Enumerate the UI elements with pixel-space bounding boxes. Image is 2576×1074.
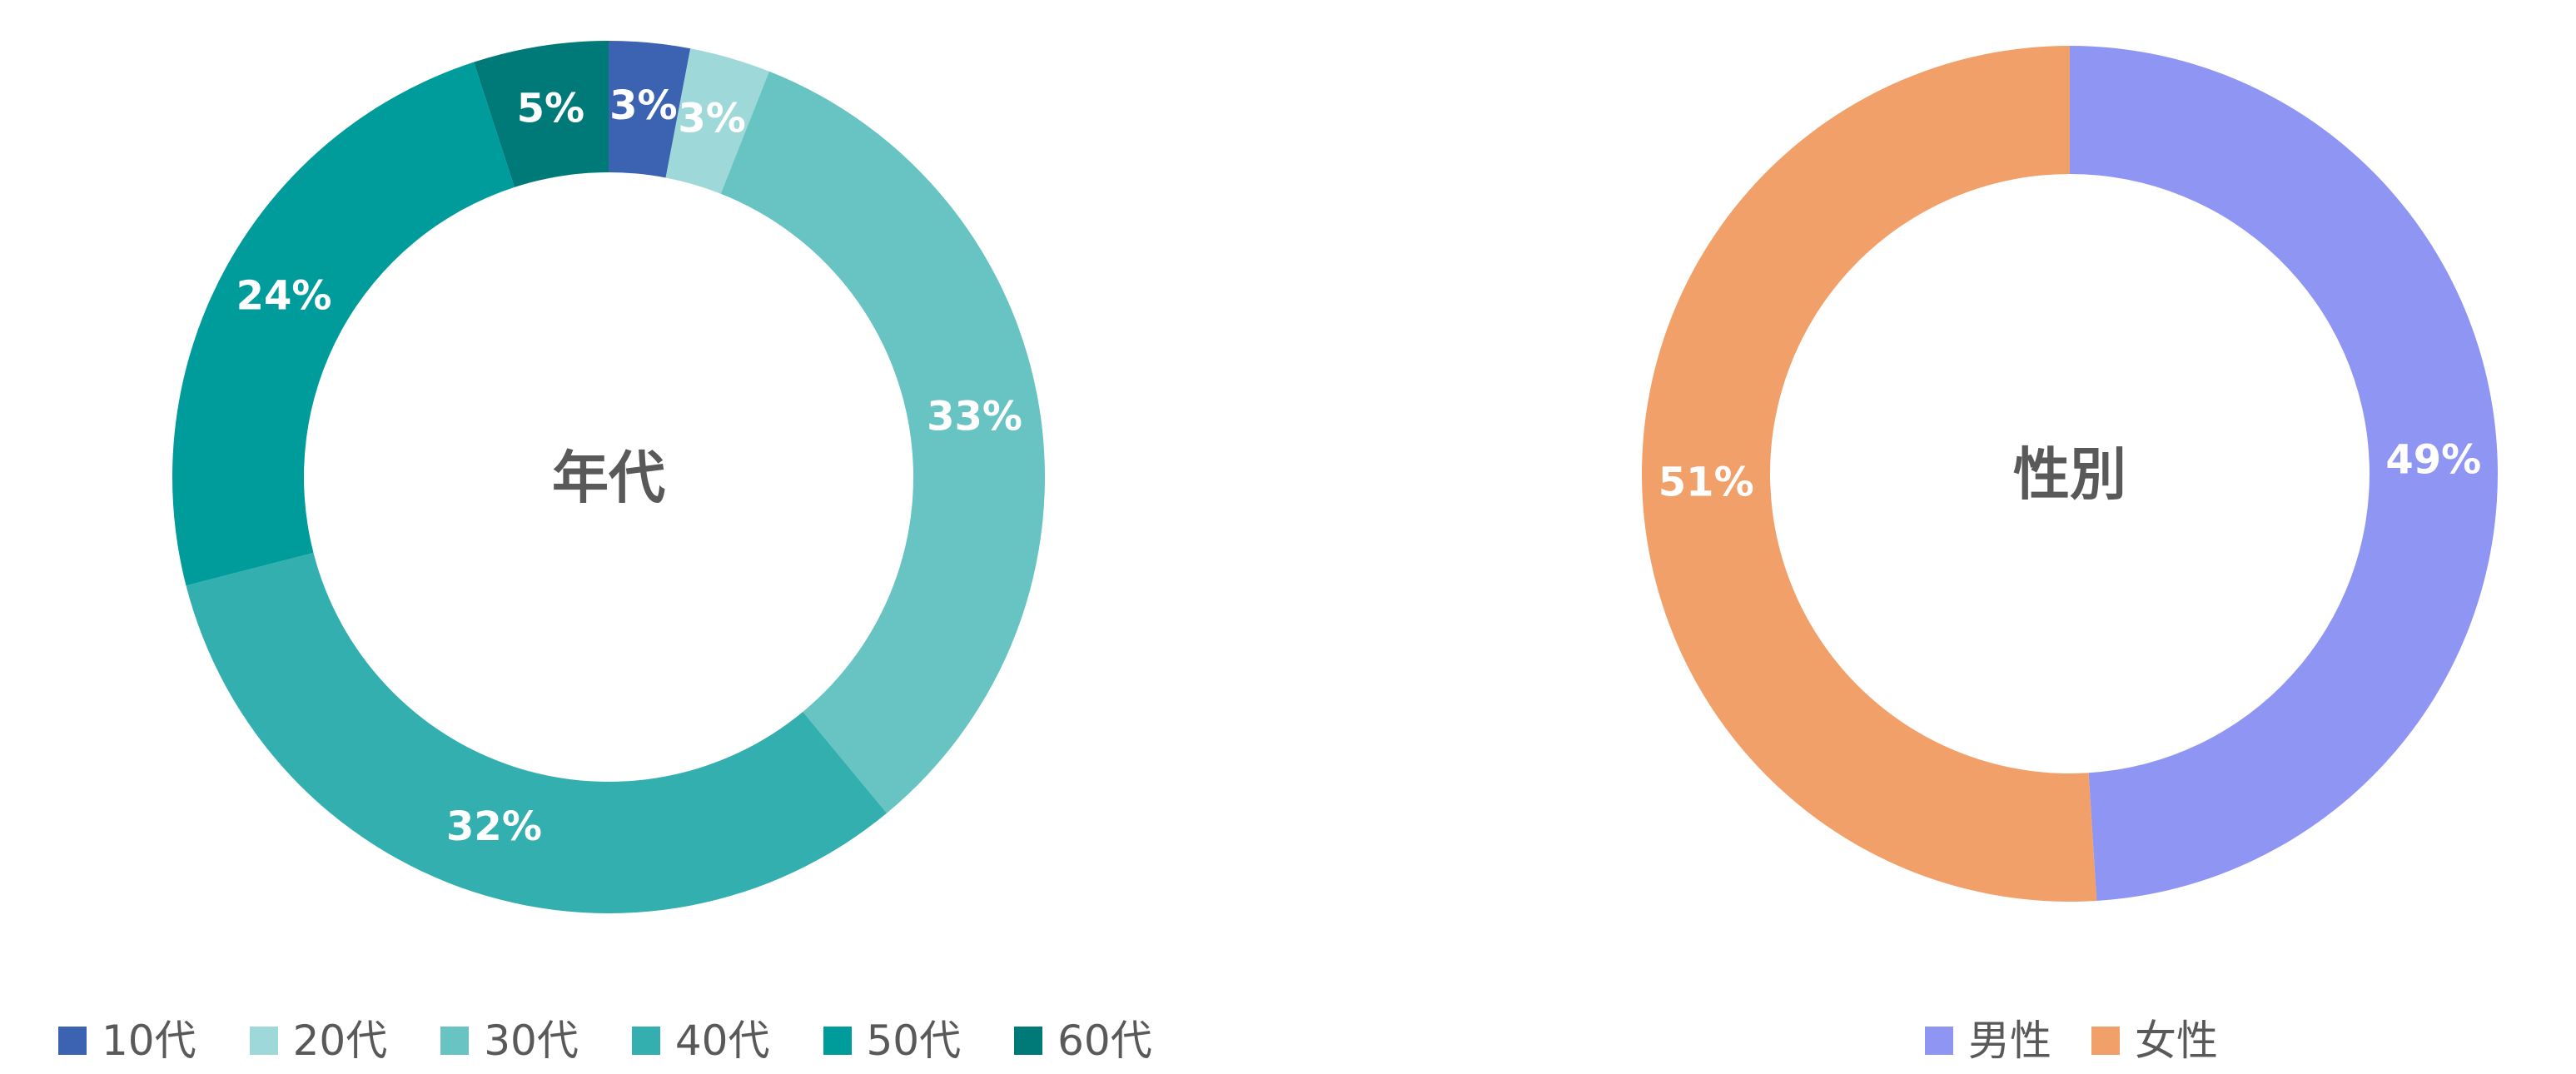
slice-gender-0 [2070, 46, 2498, 901]
slice-age-2 [720, 71, 1045, 813]
slice-age-4 [172, 62, 515, 586]
legend-item: 30代 [440, 1020, 579, 1062]
slice-age-1 [665, 48, 769, 194]
legend-swatch [249, 1027, 278, 1055]
legend-label: 10代 [102, 1017, 196, 1065]
slice-value-label: 33% [927, 393, 1022, 440]
slice-value-label: 51% [1658, 460, 1754, 506]
age-donut-chart: 3% 3% 33% 32% 24% 5% 年代 [172, 41, 1045, 914]
slice-value-label: 5% [517, 85, 585, 132]
slice-age-3 [186, 553, 888, 914]
legend-swatch [1014, 1027, 1043, 1055]
legend-item: 60代 [1014, 1020, 1152, 1062]
gender-legend: 男性 女性 [1925, 1007, 2218, 1074]
age-legend: 10代 20代 30代 40代 50代 60代 [58, 1007, 1152, 1074]
legend-item: 男性 [1925, 1020, 2051, 1062]
slice-value-label: 32% [446, 803, 542, 850]
slice-value-label: 49% [2385, 436, 2481, 483]
legend-label: 40代 [674, 1017, 770, 1065]
legend-label: 20代 [292, 1017, 388, 1065]
slice-age-5 [474, 41, 609, 187]
legend-swatch [631, 1027, 660, 1055]
legend-item: 女性 [2091, 1020, 2218, 1062]
chart-center-label: 性別 [2013, 443, 2126, 509]
legend-swatch [2091, 1027, 2120, 1055]
chart-center-label: 年代 [552, 446, 665, 512]
slice-gender-1 [1641, 46, 2097, 902]
legend-swatch [58, 1027, 87, 1055]
legend-label: 60代 [1057, 1017, 1152, 1065]
legend-label: 女性 [2135, 1017, 2218, 1065]
slice-value-label: 3% [609, 82, 678, 129]
legend-swatch [1925, 1027, 1953, 1055]
legend-item: 20代 [249, 1017, 388, 1065]
legend-item: 50代 [823, 1017, 962, 1065]
slice-age-0 [609, 41, 691, 178]
legend-label: 50代 [866, 1017, 962, 1065]
legend-swatch [440, 1027, 470, 1055]
legend-swatch [823, 1027, 852, 1055]
legend-label: 30代 [484, 1017, 579, 1065]
legend-item: 40代 [631, 1017, 770, 1065]
gender-donut-chart: 49% 51% 性別 [1641, 46, 2498, 902]
slice-value-label: 3% [678, 96, 746, 142]
legend-label: 男性 [1968, 1017, 2051, 1065]
slice-value-label: 24% [236, 273, 332, 320]
legend-item: 10代 [58, 1020, 196, 1062]
